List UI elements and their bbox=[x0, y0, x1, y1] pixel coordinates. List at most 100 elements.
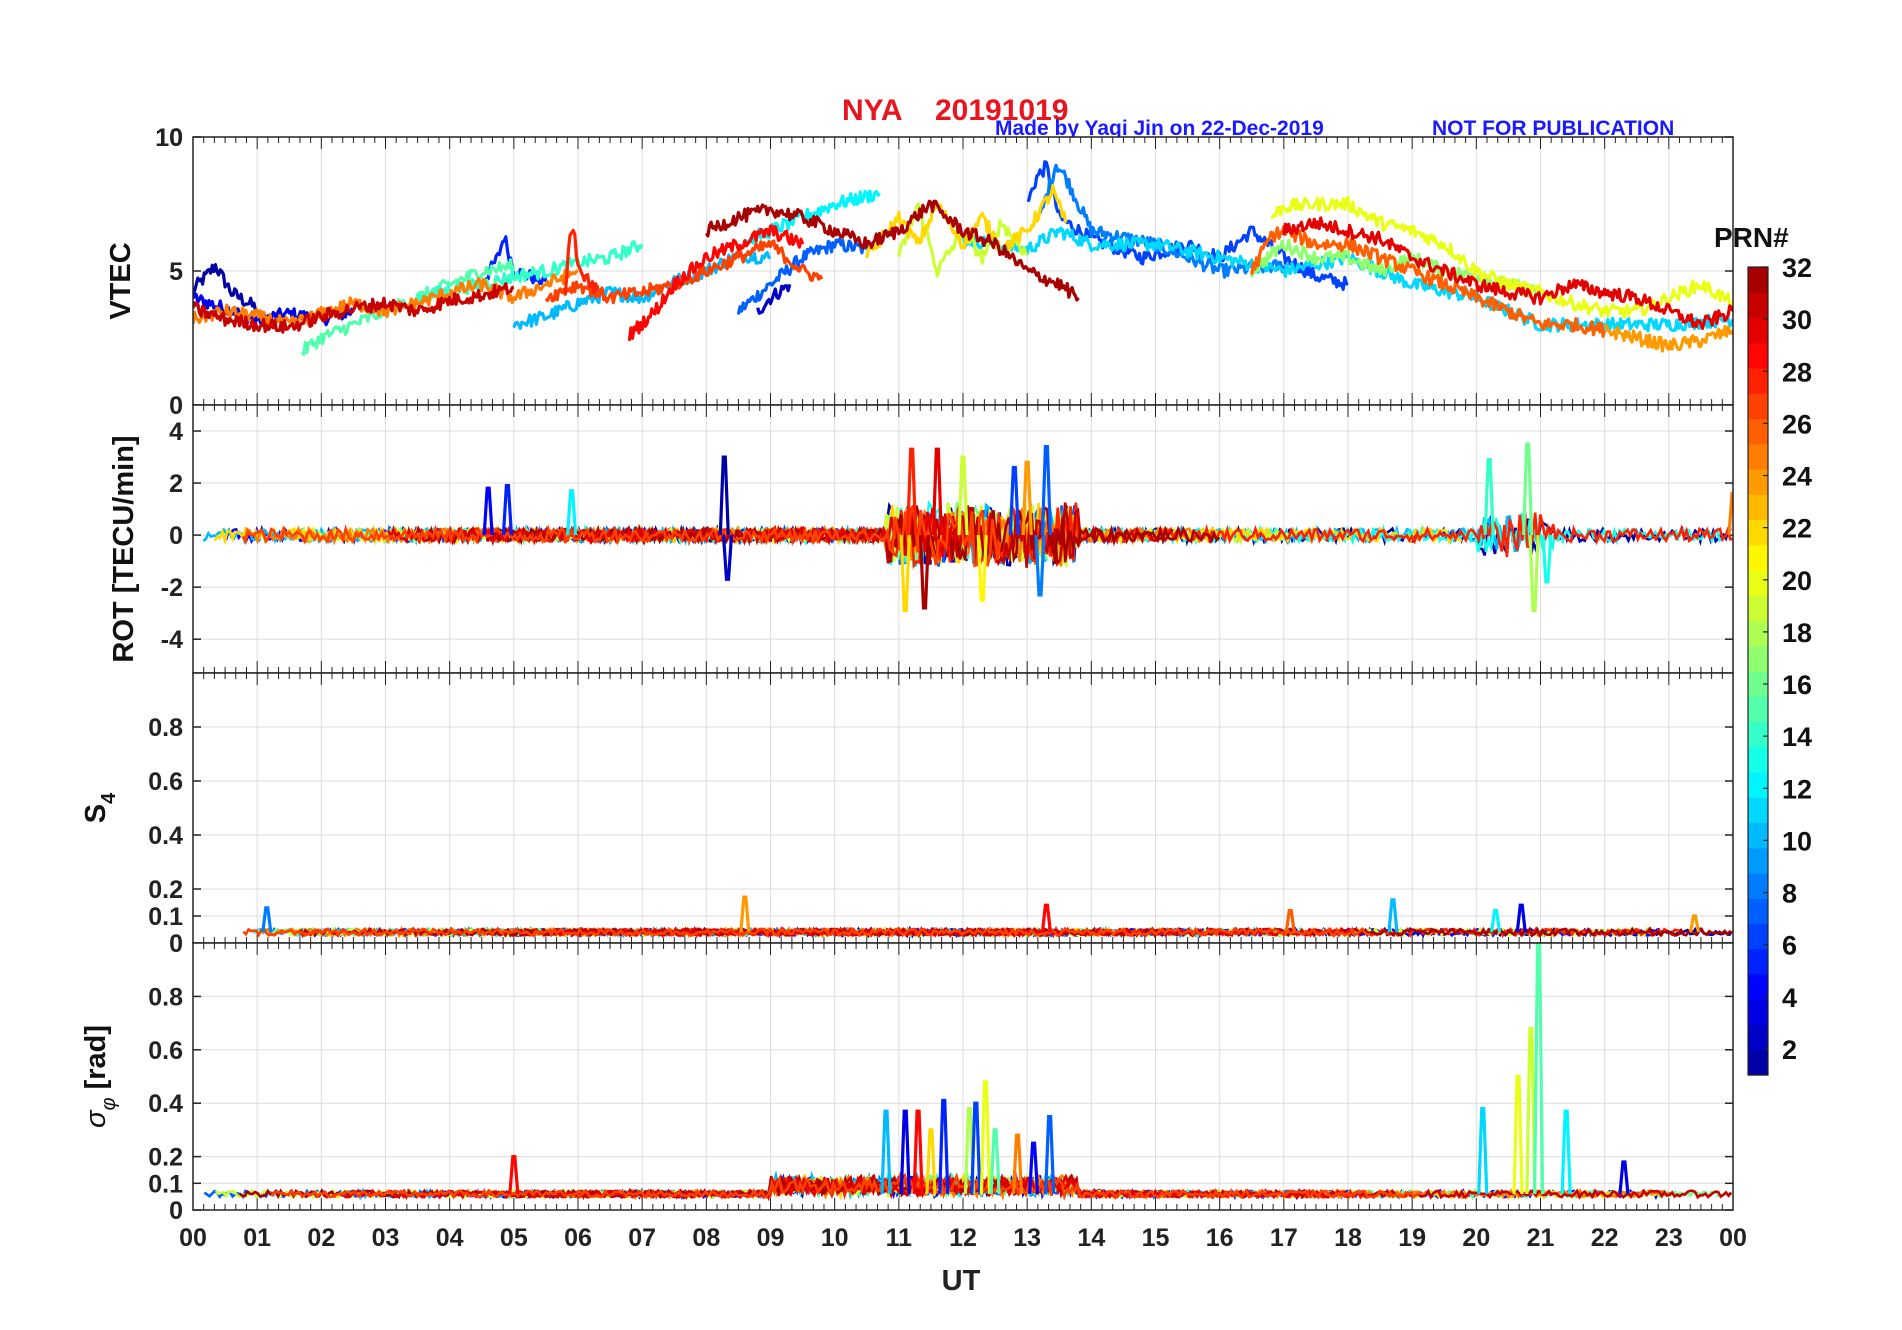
colorbar-swatch bbox=[1748, 746, 1768, 773]
colorbar-tick-label: 28 bbox=[1782, 357, 1812, 387]
x-tick-label: 01 bbox=[243, 1224, 271, 1252]
y-tick-label: 0.8 bbox=[148, 714, 183, 742]
x-tick-label: 23 bbox=[1655, 1224, 1683, 1252]
x-tick-label: 19 bbox=[1398, 1224, 1426, 1252]
y-axis-label-phi: φ bbox=[98, 1097, 120, 1110]
colorbar-tick-label: 24 bbox=[1782, 462, 1812, 492]
notice-text: NOT FOR PUBLICATION bbox=[1432, 117, 1674, 140]
spike-line bbox=[899, 1109, 911, 1195]
colorbar-swatch bbox=[1748, 999, 1768, 1026]
colorbar-tick-label: 22 bbox=[1782, 514, 1812, 544]
colorbar-swatch bbox=[1748, 469, 1768, 495]
y-tick-label: -2 bbox=[161, 574, 183, 602]
x-tick-label: 07 bbox=[628, 1224, 656, 1252]
colorbar-tick-label: 10 bbox=[1782, 826, 1812, 856]
spike-line bbox=[1477, 1106, 1489, 1195]
x-axis-label: UT bbox=[942, 1265, 981, 1297]
y-tick-label: 0.6 bbox=[148, 768, 183, 796]
x-tick-label: 08 bbox=[692, 1224, 720, 1252]
colorbar-swatch bbox=[1748, 873, 1768, 899]
spike-line bbox=[1688, 914, 1701, 933]
colorbar-swatch bbox=[1748, 974, 1768, 1000]
y-tick-label: 2 bbox=[169, 470, 183, 498]
spike-line bbox=[718, 455, 730, 536]
colorbar-swatch bbox=[1748, 393, 1768, 420]
spike-line bbox=[976, 535, 988, 602]
colorbar-tick-label: 2 bbox=[1782, 1035, 1797, 1065]
colorbar-swatch bbox=[1748, 898, 1768, 925]
vtec-series-line bbox=[1603, 323, 1733, 353]
y-tick-label: 0.6 bbox=[148, 1037, 183, 1065]
spike-line bbox=[1512, 1074, 1524, 1195]
x-tick-label: 14 bbox=[1077, 1224, 1105, 1252]
vtec-series-line bbox=[1250, 224, 1607, 338]
y-axis-label-unit: [rad] bbox=[80, 1025, 112, 1098]
colorbar-tick-label: 12 bbox=[1782, 774, 1812, 804]
spike-line bbox=[1284, 908, 1296, 933]
x-tick-label: 18 bbox=[1334, 1224, 1362, 1252]
spike-line bbox=[970, 1101, 982, 1195]
colorbar-swatch bbox=[1748, 443, 1768, 470]
colorbar-swatch bbox=[1748, 620, 1768, 647]
spike-line bbox=[1021, 460, 1033, 536]
spike-line bbox=[938, 1098, 950, 1195]
spike-line bbox=[1541, 534, 1553, 584]
vtec-series-line bbox=[193, 282, 515, 334]
spike-line bbox=[1034, 535, 1046, 597]
spike-line bbox=[931, 447, 943, 536]
spike-line bbox=[912, 1109, 924, 1195]
x-tick-label: 04 bbox=[436, 1224, 464, 1252]
spike-line bbox=[1387, 898, 1399, 933]
spike-line bbox=[1008, 465, 1020, 536]
s4-panel: 00.10.2 0.4 0.6 0.8 S4 bbox=[80, 672, 1734, 958]
plot-area bbox=[193, 160, 1733, 356]
y-tick-label: 0.4 bbox=[148, 1090, 183, 1118]
spike-line bbox=[721, 534, 734, 581]
sigma-phi-panel: 00.10.2 0.4 0.6 0.8 σφ [rad] bbox=[80, 942, 1734, 1225]
spike-line bbox=[1027, 1141, 1040, 1195]
y-tick-label: 0.1 bbox=[148, 903, 183, 931]
y-axis-label: σφ [rad] bbox=[80, 1025, 120, 1128]
spike-line bbox=[1040, 903, 1053, 933]
y-tick-label: 10 bbox=[155, 124, 183, 152]
spike-line bbox=[508, 1154, 520, 1195]
station-title: NYA bbox=[842, 94, 903, 127]
colorbar-frame bbox=[1747, 266, 1769, 1076]
colorbar-label: PRN# bbox=[1714, 222, 1789, 253]
spike-line bbox=[1044, 1114, 1056, 1195]
x-tick-label: 05 bbox=[500, 1224, 528, 1252]
spike-line bbox=[1489, 908, 1502, 933]
colorbar-tick-label: 14 bbox=[1782, 722, 1812, 752]
x-tick-label: 11 bbox=[886, 1224, 913, 1252]
y-axis-label: ROT [TECU/min] bbox=[108, 435, 140, 662]
colorbar-swatch bbox=[1748, 772, 1768, 798]
spike-line bbox=[1618, 1160, 1630, 1195]
x-tick-label: 00 bbox=[179, 1224, 207, 1252]
vtec-series-line bbox=[736, 237, 869, 315]
colorbar-swatch bbox=[1748, 1024, 1768, 1051]
trace-line bbox=[270, 1171, 1422, 1201]
spike-line bbox=[925, 1128, 937, 1195]
plot-area bbox=[203, 943, 1733, 1202]
colorbar-tick-label: 18 bbox=[1782, 618, 1812, 648]
spike-line bbox=[261, 906, 273, 933]
y-axis-label: S4 bbox=[80, 792, 120, 823]
spike-line bbox=[880, 1109, 892, 1195]
spike-line bbox=[979, 1080, 992, 1195]
credit-text: Made by Yaqi Jin on 22-Dec-2019 bbox=[995, 117, 1324, 140]
x-tick-label: 20 bbox=[1462, 1224, 1490, 1252]
colorbar-swatch bbox=[1748, 494, 1768, 521]
spike-line bbox=[565, 489, 578, 536]
spike-line bbox=[1011, 1133, 1024, 1195]
spike-line bbox=[918, 535, 931, 610]
x-tick-label: 09 bbox=[757, 1224, 785, 1252]
spike-line bbox=[899, 535, 911, 613]
vtec-series-line bbox=[193, 291, 355, 327]
y-tick-label: 10 bbox=[155, 124, 183, 152]
vtec-series-line bbox=[563, 228, 599, 296]
x-tick-label: 06 bbox=[564, 1224, 592, 1252]
x-tick-label: 16 bbox=[1206, 1224, 1234, 1252]
spike-line bbox=[739, 895, 751, 933]
